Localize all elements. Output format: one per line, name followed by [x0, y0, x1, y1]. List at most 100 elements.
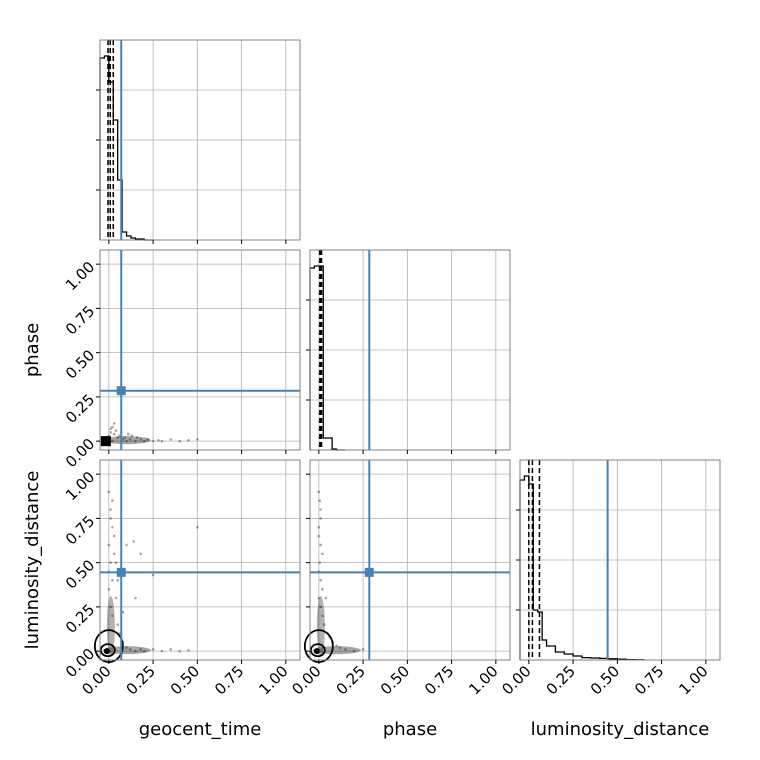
y-tick-label: 0.00	[62, 435, 98, 471]
y-tick-label: 0.75	[62, 302, 98, 338]
sample-point	[121, 438, 125, 441]
sample-point	[125, 543, 128, 547]
sample-point	[135, 436, 139, 439]
sample-point	[338, 646, 342, 649]
sample-point	[107, 543, 111, 547]
sample-point	[118, 434, 121, 438]
sample-point	[160, 439, 164, 443]
sample-point	[114, 561, 118, 564]
panel-frame	[519, 459, 721, 661]
sample-point	[109, 508, 112, 511]
sample-point	[178, 649, 181, 653]
y-tick-label: 1.00	[62, 258, 98, 294]
x-tick-label: 0.75	[631, 662, 667, 698]
panel-frame	[309, 249, 511, 451]
sample-point	[112, 432, 116, 436]
density-band	[102, 436, 151, 445]
x-tick-label: 0.50	[587, 662, 623, 698]
sample-point	[319, 508, 322, 511]
sample-point	[160, 649, 164, 653]
density-band	[106, 596, 115, 657]
sample-point	[187, 648, 190, 652]
sample-point	[112, 552, 116, 556]
sample-point	[319, 517, 322, 520]
density-core	[100, 436, 111, 447]
panel-frame	[99, 249, 301, 451]
sample-point	[139, 552, 143, 556]
y-tick-label: 0.25	[62, 601, 98, 637]
sample-point	[142, 439, 146, 443]
sample-point	[196, 525, 199, 529]
sample-point	[321, 552, 324, 556]
sample-point	[127, 432, 130, 436]
sample-point	[109, 605, 112, 609]
sample-point	[128, 648, 132, 651]
truth-marker	[116, 567, 126, 577]
sample-point	[146, 438, 150, 441]
contour-line	[99, 643, 116, 658]
x-tick-label: 0.50	[167, 662, 203, 698]
truth-marker	[116, 386, 126, 396]
x-tick-label: 0.25	[123, 662, 159, 698]
sample-point	[107, 490, 111, 494]
sample-point	[319, 579, 322, 582]
sample-point	[344, 648, 347, 651]
sample-point	[317, 596, 321, 600]
sample-point	[125, 439, 128, 443]
x-tick-label: 1.00	[675, 662, 711, 698]
y-tick-label: 1.00	[62, 468, 98, 504]
sample-point	[151, 648, 155, 651]
sample-point	[318, 561, 322, 564]
sample-point	[169, 648, 173, 651]
sample-point	[111, 499, 114, 503]
sample-point	[178, 439, 181, 443]
sample-point	[112, 534, 116, 538]
x-tick-label: 0.00	[288, 662, 324, 698]
sample-point	[151, 573, 155, 577]
density-core	[103, 648, 110, 655]
sample-point	[125, 646, 128, 649]
y-tick-label: 0.50	[62, 346, 98, 382]
sample-point	[123, 436, 127, 439]
sample-point	[319, 543, 322, 547]
sample-point	[319, 605, 322, 609]
sample-point	[111, 425, 114, 429]
sample-point	[111, 525, 114, 529]
sample-point	[352, 649, 356, 653]
sample-point	[139, 438, 143, 441]
y-tick-label: 0.50	[62, 556, 98, 592]
y-tick-label: 0.75	[62, 512, 98, 548]
sample-point	[134, 596, 137, 600]
x-tick-label: 0.25	[543, 662, 579, 698]
histogram-step	[519, 475, 645, 661]
sample-point	[132, 540, 135, 543]
sample-point	[128, 438, 132, 441]
sample-point	[196, 438, 199, 441]
sample-point	[107, 587, 111, 591]
sample-point	[121, 610, 125, 614]
sample-point	[187, 438, 190, 442]
sample-point	[139, 648, 143, 651]
x-tick-label: 0.00	[498, 662, 534, 698]
x-tick-label: 0.25	[333, 662, 369, 698]
sample-point	[169, 438, 173, 441]
contour-line	[309, 643, 326, 658]
sample-point	[111, 614, 114, 618]
sample-point	[322, 623, 326, 626]
sample-point	[151, 439, 155, 443]
density-core	[313, 648, 320, 655]
sample-point	[321, 614, 324, 618]
sample-point	[109, 517, 112, 520]
sample-point	[317, 525, 321, 529]
sample-point	[321, 587, 324, 591]
x-axis-label: geocent_time	[139, 719, 262, 740]
sample-point	[335, 644, 338, 648]
x-tick-label: 1.00	[255, 662, 291, 698]
sample-point	[361, 648, 365, 651]
sample-point	[114, 429, 118, 432]
sample-point	[109, 427, 112, 431]
sample-point	[324, 596, 328, 600]
panel-frame	[99, 459, 301, 661]
x-tick-label: 0.75	[421, 662, 457, 698]
